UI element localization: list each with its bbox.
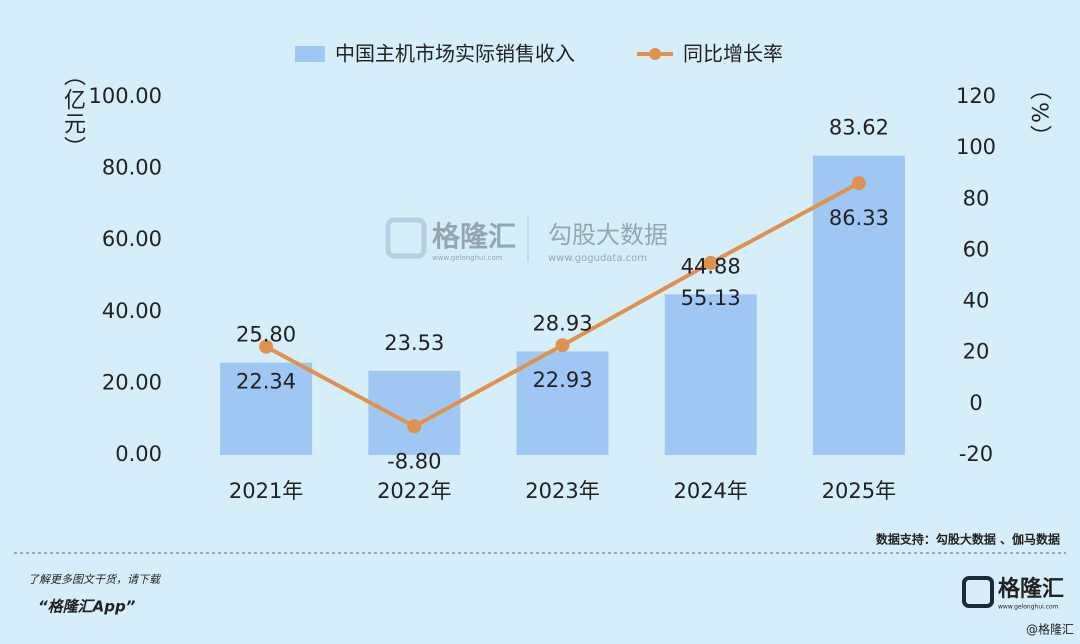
bar — [368, 370, 461, 455]
y-tick-label: 80.00 — [102, 156, 162, 180]
y-tick-label: 60.00 — [102, 227, 162, 251]
y2-tick-label: 20 — [963, 340, 990, 364]
y2-axis-label: （%） — [1026, 78, 1051, 149]
data-label: 22.34 — [236, 370, 296, 394]
data-label: 55.13 — [681, 286, 741, 310]
data-label: 25.80 — [236, 323, 296, 347]
logo-url: www.gelonghui.com — [998, 604, 1059, 611]
data-label: 22.93 — [532, 368, 592, 392]
watermark-brand: 格隆汇 — [432, 220, 516, 253]
data-label: 86.33 — [829, 206, 889, 230]
y-tick-label: 100.00 — [89, 84, 162, 108]
data-label: 83.62 — [829, 116, 889, 140]
watermark-icon — [385, 217, 427, 259]
x-tick-label: 2022年 — [377, 479, 451, 503]
data-label: 28.93 — [532, 311, 592, 335]
y2-tick-label: -20 — [959, 442, 993, 466]
bar — [664, 294, 757, 455]
data-label: 44.88 — [681, 254, 741, 278]
watermark-url: www.gelonghui.com — [432, 254, 503, 262]
line-point — [259, 339, 274, 354]
x-tick-label: 2024年 — [673, 479, 747, 503]
y2-tick-label: 40 — [963, 289, 990, 313]
line-point — [407, 419, 422, 434]
bar — [812, 155, 905, 456]
corner-mark: @格隆汇 — [1026, 622, 1074, 637]
y-tick-label: 0.00 — [115, 442, 162, 466]
y2-tick-label: 80 — [963, 186, 990, 210]
watermark: 格隆汇 www.gelonghui.com 勾股大数据 www.gogudata… — [385, 215, 668, 264]
bar — [220, 362, 313, 455]
data-label: 23.53 — [384, 331, 444, 355]
x-tick-label: 2021年 — [229, 479, 303, 503]
x-tick-label: 2025年 — [822, 479, 896, 503]
footer-text: 了解更多图文干货，请下载 — [28, 573, 162, 586]
y-tick-label: 40.00 — [102, 299, 162, 323]
y2-tick-label: 0 — [969, 391, 982, 415]
logo-icon — [962, 576, 994, 608]
y2-tick-label: 120 — [956, 84, 996, 108]
line-point — [851, 176, 866, 191]
data-label: -8.80 — [387, 449, 441, 473]
bar — [516, 351, 609, 455]
y2-tick-label: 100 — [956, 135, 996, 159]
watermark-url: www.gogudata.com — [548, 253, 647, 264]
source: 数据支持：勾股大数据 、伽马数据 — [876, 532, 1060, 547]
line-point — [703, 255, 718, 270]
legend-swatch — [295, 46, 325, 62]
watermark-partner: 勾股大数据 — [548, 221, 668, 249]
y2-tick-label: 60 — [963, 237, 990, 261]
legend-label: 同比增长率 — [683, 42, 783, 66]
legend-swatch — [649, 48, 661, 60]
legend-label: 中国主机市场实际销售收入 — [335, 42, 575, 66]
y-axis-label: （亿元） — [60, 64, 85, 160]
y-tick-label: 20.00 — [102, 370, 162, 394]
x-tick-label: 2023年 — [525, 479, 599, 503]
line-point — [555, 338, 570, 353]
footer-app: “格隆汇App” — [38, 598, 136, 616]
logo: 格隆汇 — [998, 576, 1064, 602]
